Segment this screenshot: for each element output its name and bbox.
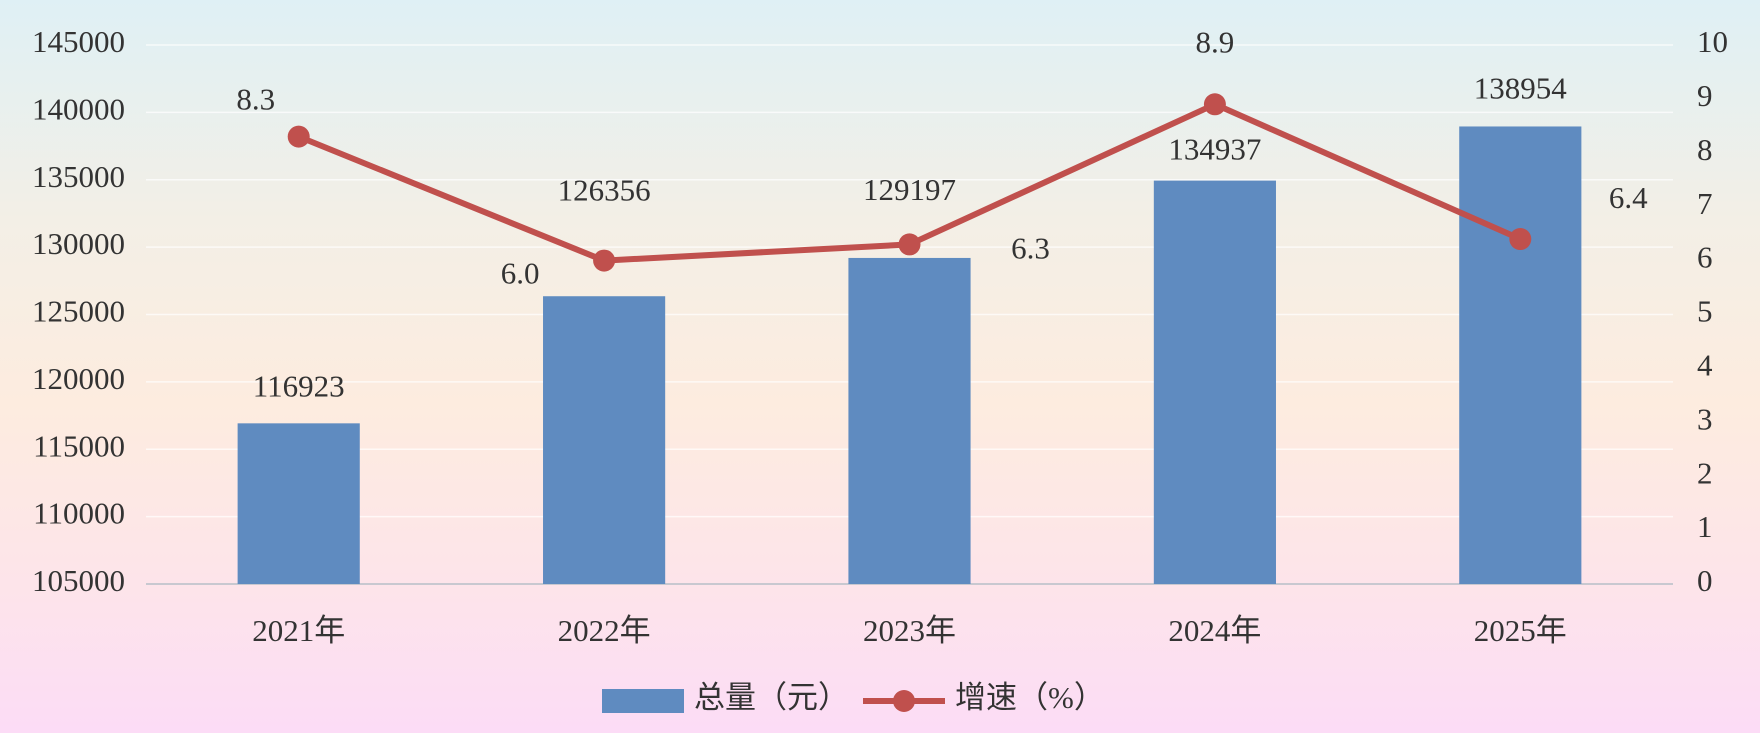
x-tick-label: 2025年 bbox=[1474, 613, 1567, 648]
y2-tick-label: 5 bbox=[1697, 294, 1713, 329]
y-tick-label: 115000 bbox=[33, 428, 125, 463]
y2-tick-label: 7 bbox=[1697, 186, 1713, 221]
bar bbox=[543, 296, 666, 584]
y-tick-label: 120000 bbox=[32, 361, 125, 396]
bar-value-label: 138954 bbox=[1474, 71, 1568, 106]
bar-value-label: 126356 bbox=[558, 172, 651, 207]
line-value-label: 6.0 bbox=[501, 256, 540, 291]
y-tick-label: 130000 bbox=[32, 226, 125, 261]
line-value-label: 8.3 bbox=[236, 82, 275, 117]
y-tick-label: 110000 bbox=[33, 496, 125, 531]
y2-tick-label: 8 bbox=[1697, 132, 1713, 167]
bar-value-label: 129197 bbox=[863, 172, 956, 207]
line-marker bbox=[287, 125, 310, 148]
y2-tick-label: 1 bbox=[1697, 509, 1713, 544]
line-value-label: 8.9 bbox=[1196, 24, 1235, 59]
y2-tick-label: 4 bbox=[1697, 348, 1713, 383]
y2-tick-label: 6 bbox=[1697, 240, 1713, 275]
line-value-label: 6.3 bbox=[1011, 231, 1050, 266]
legend-swatch-marker bbox=[893, 690, 915, 712]
y2-tick-label: 9 bbox=[1697, 78, 1713, 113]
x-tick-label: 2024年 bbox=[1168, 613, 1261, 648]
legend-label: 增速（%） bbox=[955, 680, 1105, 715]
y-tick-label: 105000 bbox=[32, 563, 125, 598]
y2-tick-label: 0 bbox=[1697, 563, 1713, 598]
y-tick-label: 145000 bbox=[32, 24, 125, 59]
y2-tick-label: 3 bbox=[1697, 401, 1713, 436]
y-tick-label: 125000 bbox=[32, 294, 125, 329]
x-tick-label: 2023年 bbox=[863, 613, 956, 648]
bar bbox=[237, 423, 360, 584]
line-marker bbox=[1509, 228, 1532, 251]
x-tick-label: 2021年 bbox=[252, 613, 345, 648]
y-tick-label: 140000 bbox=[32, 91, 125, 126]
line-marker bbox=[1203, 93, 1226, 116]
y-tick-label: 135000 bbox=[32, 159, 125, 194]
bar bbox=[1459, 126, 1582, 584]
y2-tick-label: 10 bbox=[1697, 24, 1728, 59]
line-marker bbox=[898, 233, 921, 256]
line-value-label: 6.4 bbox=[1609, 180, 1648, 215]
y2-tick-label: 2 bbox=[1697, 455, 1713, 490]
line-marker bbox=[593, 249, 616, 272]
bar bbox=[1153, 180, 1276, 584]
bar bbox=[848, 257, 971, 584]
legend-label: 总量（元） bbox=[694, 680, 849, 715]
bar-value-label: 134937 bbox=[1168, 132, 1261, 167]
bar-value-label: 116923 bbox=[253, 368, 345, 403]
x-tick-label: 2022年 bbox=[558, 613, 651, 648]
legend-swatch bbox=[602, 689, 684, 713]
